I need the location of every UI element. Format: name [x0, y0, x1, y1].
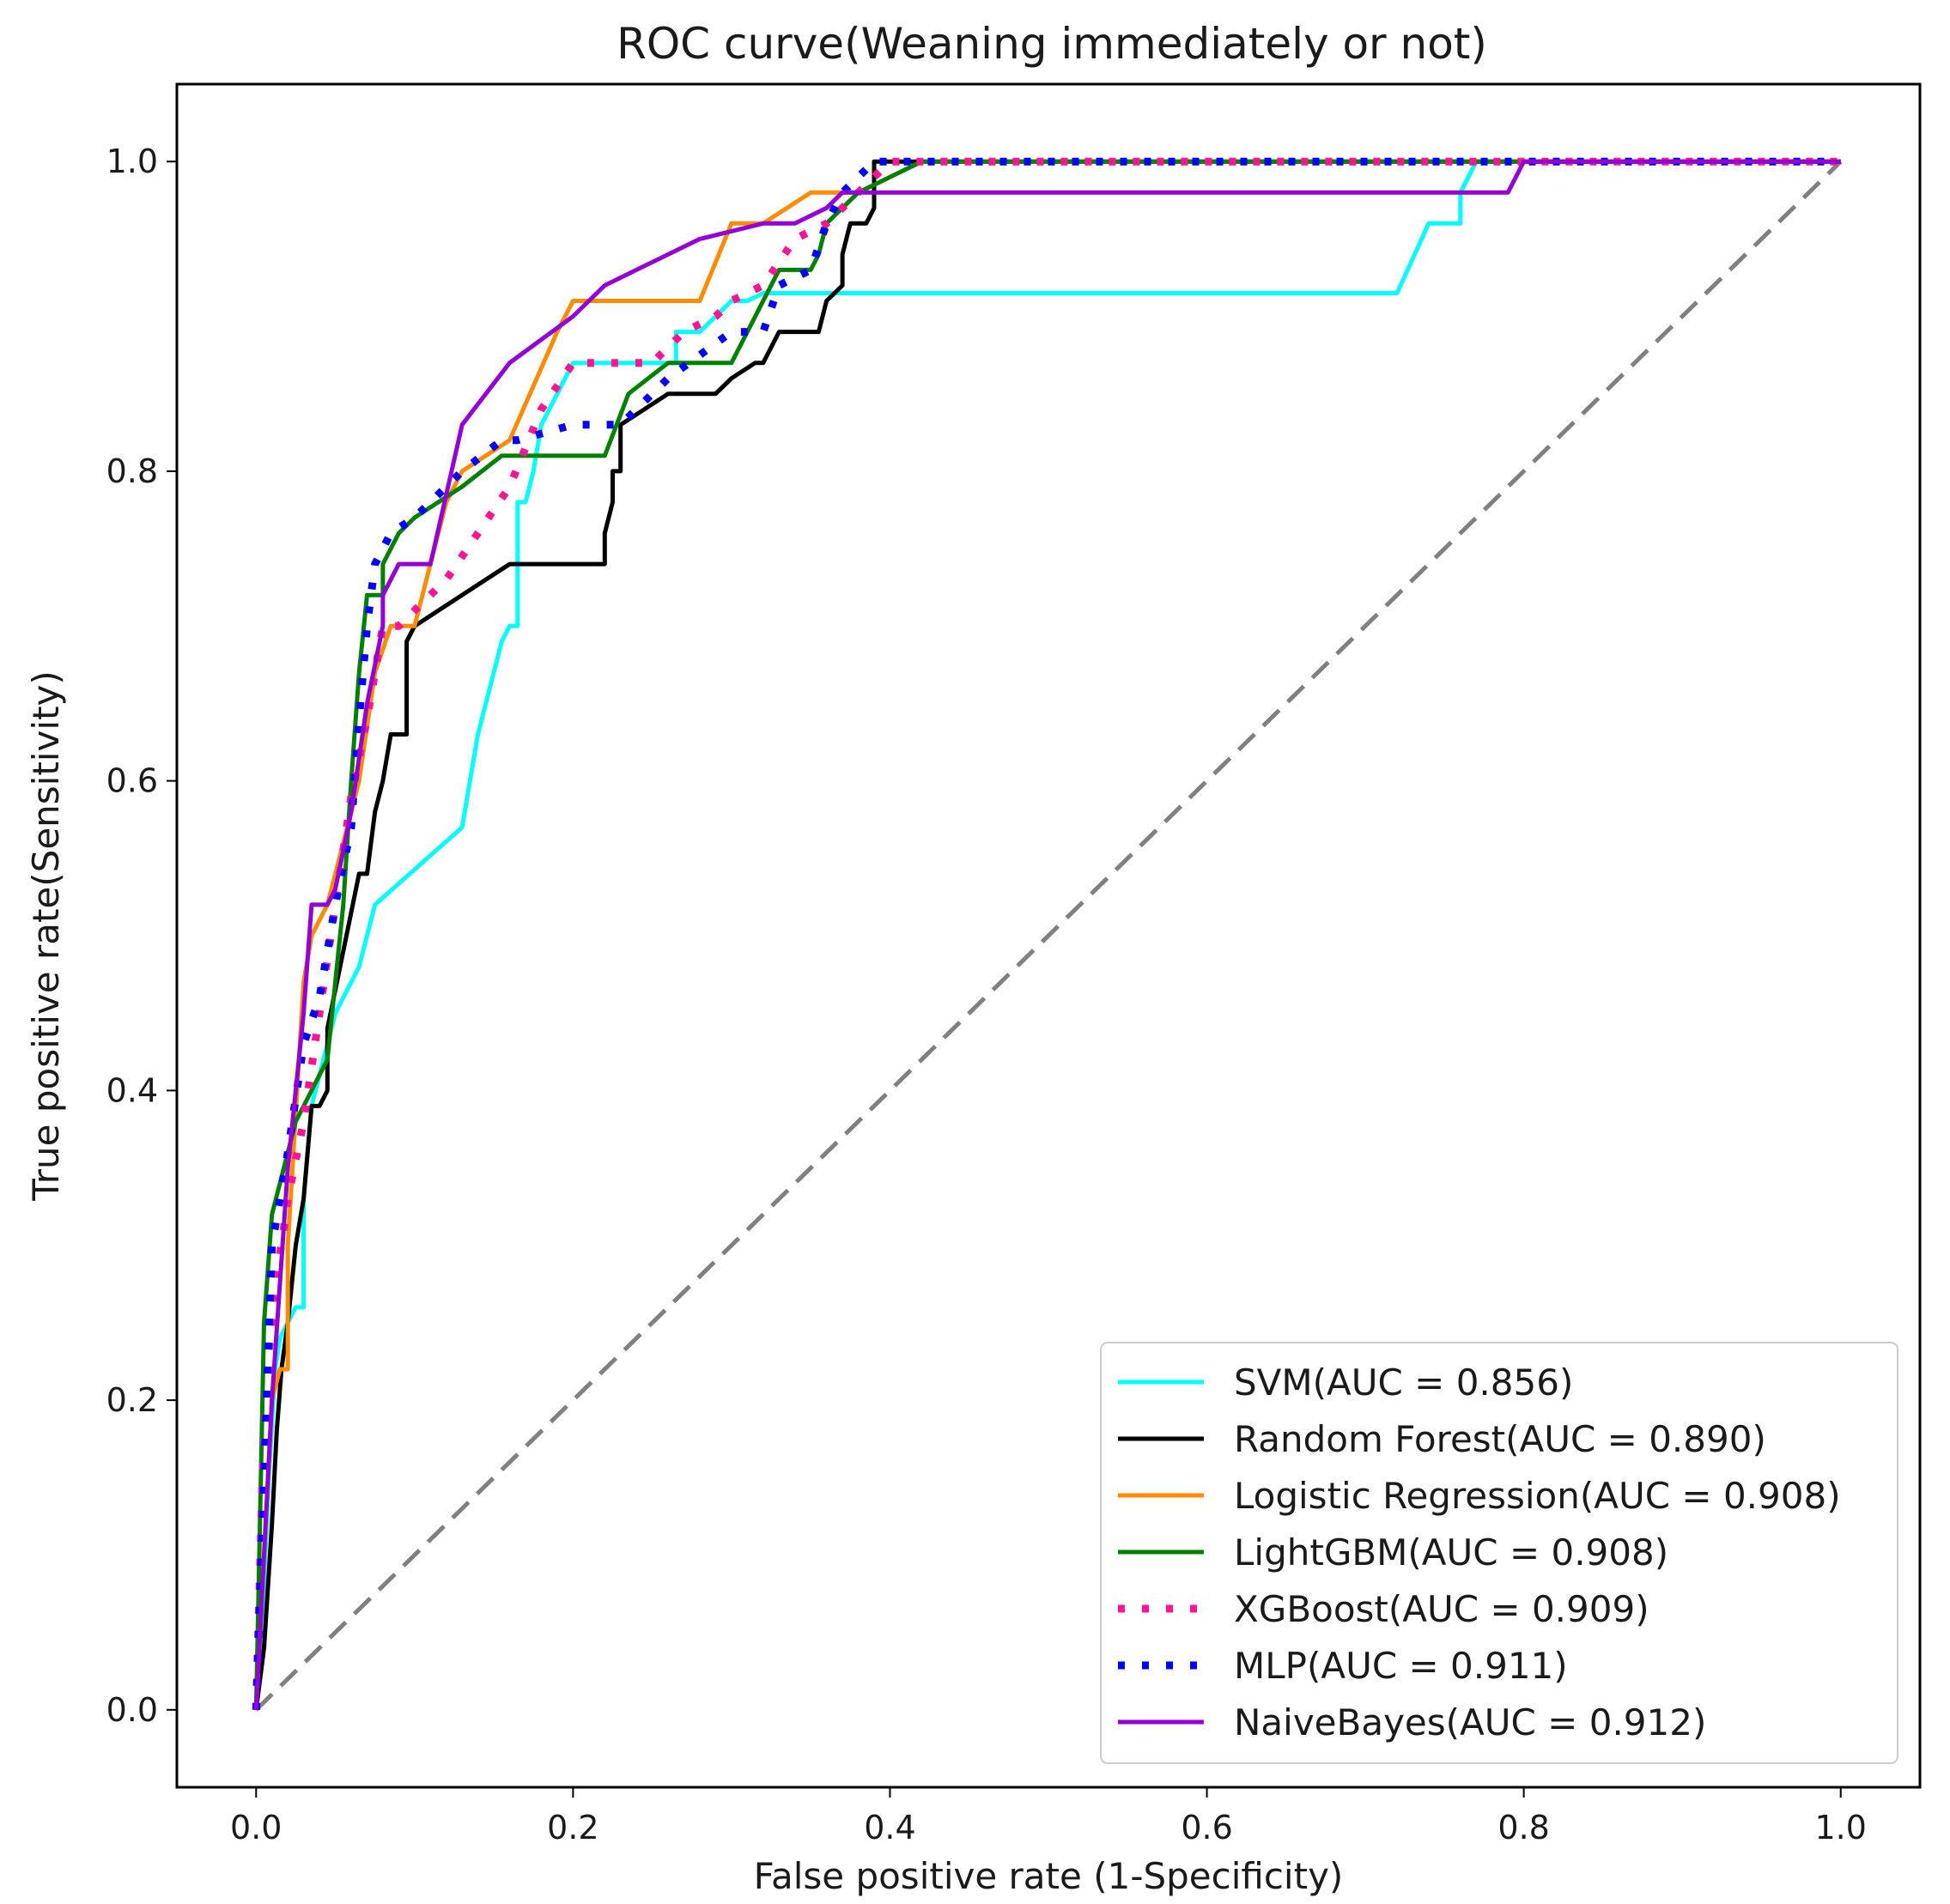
- roc-line-1: [253, 159, 1841, 1711]
- y-tick-label: 0.4: [106, 1071, 158, 1109]
- x-tick-label: 0.8: [1497, 1809, 1549, 1846]
- x-tick-label: 0.0: [230, 1809, 282, 1846]
- legend-label-0: SVM(AUC = 0.856): [1234, 1361, 1573, 1404]
- y-tick-label: 1.0: [106, 142, 158, 180]
- legend-box: [1100, 1342, 1898, 1764]
- legend-label-5: MLP(AUC = 0.911): [1234, 1645, 1568, 1687]
- roc-line-6: [253, 159, 1841, 1710]
- y-tick-label: 0.8: [106, 452, 158, 490]
- y-tick-label: 0.2: [106, 1381, 158, 1419]
- plot-area: [252, 157, 1843, 1712]
- y-tick-label: 0.6: [106, 762, 158, 800]
- roc-line-3: [253, 159, 1841, 1710]
- x-tick-label: 0.4: [864, 1809, 915, 1846]
- legend-label-2: Logistic Regression(AUC = 0.908): [1234, 1475, 1841, 1517]
- chance-diagonal-line: [254, 160, 1843, 1712]
- y-tick-label: 0.0: [106, 1691, 158, 1729]
- legend-label-3: LightGBM(AUC = 0.908): [1234, 1531, 1668, 1574]
- roc-line-4: [252, 157, 1841, 1710]
- x-axis-label: False positive rate (1-Specificity): [754, 1855, 1344, 1897]
- roc-line-0: [253, 159, 1841, 1710]
- chart-title: ROC curve(Weaning immediately or not): [617, 19, 1487, 69]
- x-tick-label: 0.6: [1181, 1809, 1232, 1846]
- legend-label-4: XGBoost(AUC = 0.909): [1234, 1588, 1649, 1630]
- x-tick-label: 1.0: [1815, 1809, 1867, 1846]
- legend-label-6: NaiveBayes(AUC = 0.912): [1234, 1701, 1706, 1743]
- y-axis-label: True positive rate(Sensitivity): [25, 670, 67, 1201]
- roc-line-2: [253, 159, 1841, 1710]
- axes-frame: [175, 82, 1922, 1789]
- axis-ticks: 0.0 0.2 0.4 0.6 0.8 1.0 0.0 0.2 0.4 0.6 0.8 1.0: [106, 142, 1867, 1846]
- roc-line-5: [252, 157, 1841, 1710]
- legend: SVM(AUC = 0.856) Random Forest(AUC = 0.89…: [1100, 1342, 1898, 1764]
- x-tick-label: 0.2: [547, 1809, 598, 1846]
- legend-label-1: Random Forest(AUC = 0.890): [1234, 1418, 1766, 1460]
